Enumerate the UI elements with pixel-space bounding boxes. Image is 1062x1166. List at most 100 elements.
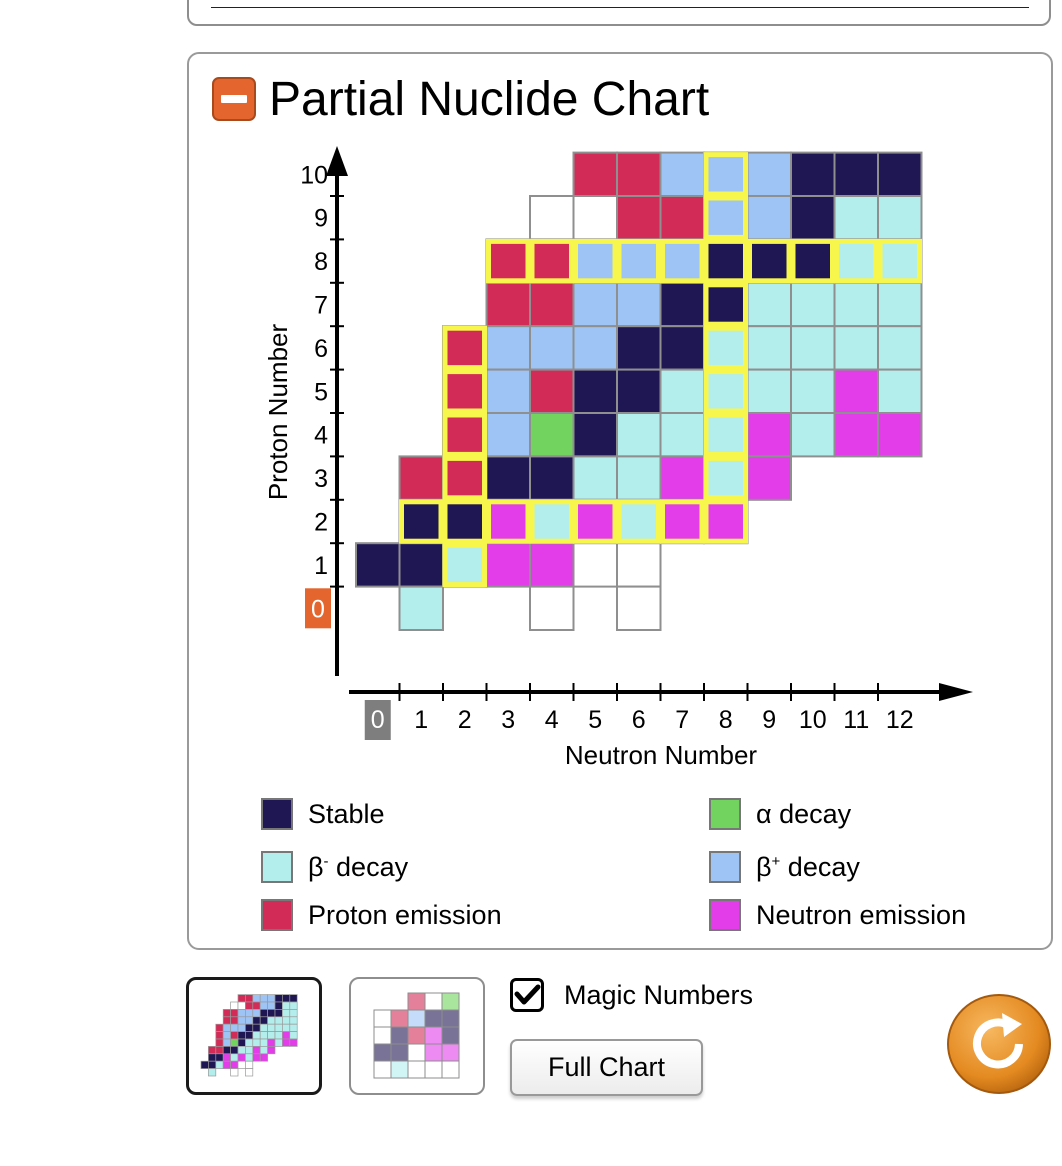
thumbnail-cell	[289, 1001, 298, 1010]
thumbnail-cell	[245, 994, 254, 1003]
magic-highlight-z2-n8	[703, 499, 748, 544]
nuclide-cell-z8-n5	[572, 238, 618, 284]
nuclide-cell-z1-n1	[398, 542, 444, 588]
legend-alpha: α decay	[709, 796, 851, 832]
partial-chart-thumbnail-icon	[200, 994, 298, 1077]
nuclide-cell-z2-n6	[616, 498, 662, 545]
thumbnail-cell	[282, 1016, 291, 1025]
thumbnail-cell	[215, 1046, 224, 1055]
thumbnail-cell	[230, 1023, 239, 1032]
collapse-panel-button[interactable]	[212, 77, 256, 121]
legend-swatch-beta-minus	[261, 851, 293, 883]
nuclide-cell-z2-n7	[659, 498, 705, 545]
thumbnail-cell	[267, 1001, 276, 1010]
minus-icon	[221, 95, 247, 103]
thumbnail-cell	[274, 1038, 283, 1047]
thumbnail-cell	[259, 1016, 268, 1025]
nuclide-cell-z10-n12	[877, 151, 923, 197]
proton-tick-label: 6	[314, 335, 328, 363]
nuclide-cell-z4-n3	[485, 412, 531, 458]
nuclide-cell-z9-n4	[529, 195, 575, 241]
nuclide-cell-z10-n6	[616, 151, 662, 197]
magic-highlight-z8-n7	[660, 238, 705, 284]
legend-label-stable: Stable	[308, 798, 385, 829]
nuclide-cell-z6-n12	[877, 325, 923, 371]
legend-swatch-neutron-emission	[709, 899, 741, 931]
neutron-tick-label: 1	[414, 706, 428, 734]
thumbnail-cell	[282, 1001, 291, 1010]
nuclide-cell-z1-n5	[572, 542, 618, 588]
thumbnail-cell	[390, 1043, 409, 1062]
thumbnail-cell	[215, 1053, 224, 1062]
thumbnail-cell	[230, 1053, 239, 1062]
magic-highlight-z8-n6	[616, 238, 661, 284]
legend-label-proton-emission: Proton emission	[308, 899, 502, 930]
nuclide-cell-z6-n2	[442, 325, 488, 371]
thumbnail-cell	[424, 1060, 443, 1079]
nuclide-cell-z4-n5	[572, 412, 618, 458]
nuclide-cell-z4-n6	[616, 412, 662, 458]
magic-highlight-z6-n2	[442, 325, 487, 371]
magic-highlight-z2-n6	[616, 499, 661, 544]
magic-highlight-z3-n8	[703, 455, 748, 501]
proton-tick-label: 10	[300, 161, 328, 189]
zoomed-chart-view-button[interactable]	[349, 977, 485, 1095]
nuclide-chart-panel: Partial Nuclide Chart 0 1 2 3 4 5 6 7 8 9 10 0 1 2 3 4 5…	[187, 52, 1053, 950]
nuclide-cell-z9-n6	[616, 195, 662, 241]
thumbnail-cell	[289, 1023, 298, 1032]
thumbnail-cell	[252, 1053, 261, 1062]
neutron-tick-label: 0	[371, 706, 385, 734]
magic-highlight-z5-n2	[442, 369, 487, 414]
proton-tick-label: 5	[314, 378, 328, 406]
nuclide-cell-z7-n10	[790, 281, 836, 328]
nuclide-cell-z10-n5	[572, 151, 618, 197]
proton-tick-label: 3	[314, 465, 328, 493]
thumbnail-cell	[230, 1016, 239, 1025]
thumbnail-cell	[230, 1038, 239, 1047]
magic-highlight-z8-n11	[834, 238, 879, 284]
nuclide-cell-z0-n1	[398, 585, 444, 631]
full-chart-button[interactable]: Full Chart	[510, 1039, 703, 1096]
thumbnail-cell	[407, 992, 426, 1011]
thumbnail-cell	[252, 1031, 261, 1040]
nuclide-cell-z3-n1	[398, 455, 444, 501]
thumbnail-cell	[245, 1001, 254, 1010]
nuclide-cell-z1-n2	[442, 542, 488, 588]
reset-button[interactable]	[946, 993, 1052, 1095]
thumbnail-cell	[252, 1001, 261, 1010]
magic-highlight-z8-n9	[747, 238, 792, 284]
nuclide-cell-z3-n8	[703, 455, 749, 501]
proton-zero-badge	[305, 588, 331, 629]
thumbnail-cell	[245, 1060, 254, 1069]
nuclide-cell-z7-n8	[703, 281, 749, 328]
nuclide-cell-z9-n11	[833, 195, 879, 241]
thumbnail-cell	[215, 1038, 224, 1047]
thumbnail-cell	[407, 1043, 426, 1062]
magic-numbers-checkbox[interactable]	[510, 978, 544, 1012]
thumbnail-cell	[274, 1001, 283, 1010]
neutron-tick-label: 7	[675, 706, 689, 734]
magic-highlight-z8-n12	[877, 238, 922, 284]
thumbnail-cell	[237, 1038, 246, 1047]
nuclide-cell-z7-n6	[616, 281, 662, 328]
nuclide-cell-z8-n9	[746, 238, 792, 284]
nuclide-cell-z7-n3	[485, 281, 531, 328]
nuclide-cell-z6-n3	[485, 325, 531, 371]
magic-highlight-z8-n3	[486, 238, 531, 284]
thumbnail-cell	[267, 1046, 276, 1055]
legend-swatch-alpha	[709, 798, 741, 830]
nuclide-cell-z5-n7	[659, 368, 705, 415]
nuclide-cell-z4-n10	[790, 412, 836, 458]
previous-table	[211, 0, 1029, 8]
magic-highlight-z5-n8	[703, 369, 748, 414]
thumbnail-cell	[245, 1009, 254, 1018]
thumbnail-cell	[230, 1060, 239, 1069]
magic-highlight-z2-n1	[399, 499, 444, 544]
legend-proton-emission: Proton emission	[261, 897, 502, 933]
panel-title: Partial Nuclide Chart	[269, 73, 710, 126]
partial-chart-view-button[interactable]	[186, 977, 322, 1095]
thumbnail-cell	[252, 1009, 261, 1018]
magic-numbers-toggle[interactable]: Magic Numbers	[510, 977, 753, 1013]
nuclide-cell-z4-n11	[833, 412, 879, 458]
thumbnail-cell	[267, 1016, 276, 1025]
